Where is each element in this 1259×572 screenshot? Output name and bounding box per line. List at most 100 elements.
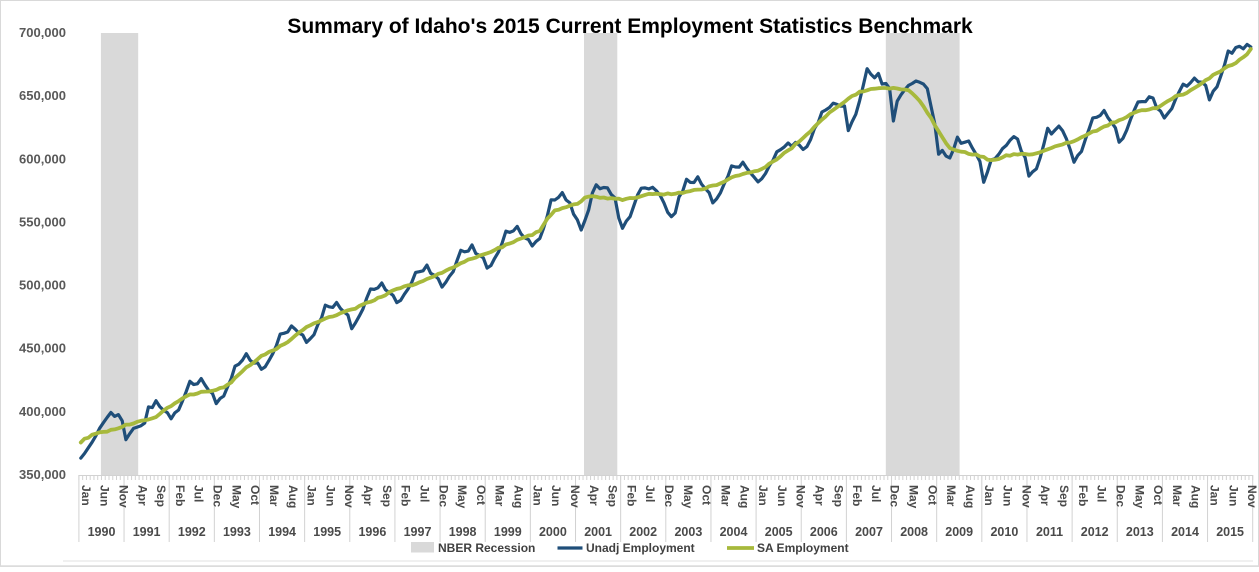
svg-text:Jun: Jun	[775, 485, 789, 506]
svg-text:Mar: Mar	[1170, 485, 1184, 507]
svg-text:2004: 2004	[720, 525, 748, 539]
svg-text:1999: 1999	[494, 525, 522, 539]
svg-text:2010: 2010	[990, 525, 1018, 539]
svg-text:Feb: Feb	[624, 485, 638, 506]
svg-text:Summary of Idaho's 2015 Curren: Summary of Idaho's 2015 Current Employme…	[287, 15, 973, 38]
svg-text:Oct: Oct	[700, 485, 714, 505]
svg-text:Nov: Nov	[568, 485, 582, 508]
svg-text:550,000: 550,000	[19, 214, 66, 229]
svg-text:700,000: 700,000	[19, 25, 66, 40]
svg-text:2012: 2012	[1081, 525, 1109, 539]
svg-text:2013: 2013	[1126, 525, 1154, 539]
svg-text:2007: 2007	[855, 525, 883, 539]
svg-text:Apr: Apr	[587, 485, 601, 506]
svg-text:500,000: 500,000	[19, 278, 66, 293]
svg-text:2000: 2000	[539, 525, 567, 539]
svg-text:1994: 1994	[268, 525, 296, 539]
svg-text:1998: 1998	[449, 525, 477, 539]
svg-text:Apr: Apr	[813, 485, 827, 506]
svg-text:2006: 2006	[810, 525, 838, 539]
svg-text:2011: 2011	[1036, 525, 1063, 539]
svg-text:Oct: Oct	[925, 485, 939, 505]
svg-text:Sep: Sep	[1057, 485, 1071, 507]
svg-text:1997: 1997	[404, 525, 432, 539]
svg-text:1991: 1991	[133, 525, 161, 539]
svg-text:Jul: Jul	[418, 485, 432, 502]
svg-text:Jan: Jan	[530, 485, 544, 506]
svg-text:May: May	[229, 485, 243, 509]
svg-text:Jun: Jun	[1001, 485, 1015, 506]
svg-text:1990: 1990	[88, 525, 116, 539]
svg-text:NBER Recession: NBER Recession	[438, 541, 535, 555]
svg-text:Dec: Dec	[211, 485, 225, 507]
svg-text:Mar: Mar	[267, 485, 281, 507]
svg-text:Feb: Feb	[1076, 485, 1090, 506]
svg-text:Nov: Nov	[117, 485, 131, 508]
svg-text:Apr: Apr	[135, 485, 149, 506]
svg-text:Dec: Dec	[662, 485, 676, 507]
svg-text:Sep: Sep	[606, 485, 620, 507]
svg-text:Aug: Aug	[1189, 485, 1203, 508]
svg-text:May: May	[455, 485, 469, 509]
svg-text:Mar: Mar	[493, 485, 507, 507]
svg-text:Nov: Nov	[794, 485, 808, 508]
svg-text:Jun: Jun	[549, 485, 563, 506]
svg-text:Unadj Employment: Unadj Employment	[586, 541, 695, 555]
svg-text:2008: 2008	[900, 525, 928, 539]
svg-text:Aug: Aug	[963, 485, 977, 508]
svg-text:May: May	[907, 485, 921, 509]
svg-text:2014: 2014	[1171, 525, 1199, 539]
svg-text:Mar: Mar	[719, 485, 733, 507]
svg-text:2005: 2005	[765, 525, 793, 539]
svg-text:Dec: Dec	[436, 485, 450, 507]
svg-text:2003: 2003	[674, 525, 702, 539]
svg-text:Aug: Aug	[512, 485, 526, 508]
svg-text:May: May	[681, 485, 695, 509]
svg-text:Apr: Apr	[1038, 485, 1052, 506]
svg-text:1993: 1993	[223, 525, 251, 539]
svg-text:Oct: Oct	[248, 485, 262, 505]
svg-text:Jan: Jan	[79, 485, 93, 506]
svg-text:Jan: Jan	[1208, 485, 1222, 506]
svg-text:Jun: Jun	[1226, 485, 1240, 506]
svg-text:Dec: Dec	[1114, 485, 1128, 507]
svg-text:Nov: Nov	[342, 485, 356, 508]
svg-text:650,000: 650,000	[19, 88, 66, 103]
svg-text:Jun: Jun	[98, 485, 112, 506]
svg-text:Jul: Jul	[1095, 485, 1109, 502]
svg-text:400,000: 400,000	[19, 404, 66, 419]
svg-text:1992: 1992	[178, 525, 206, 539]
svg-text:2015: 2015	[1216, 525, 1244, 539]
svg-text:Feb: Feb	[399, 485, 413, 506]
svg-text:Feb: Feb	[850, 485, 864, 506]
svg-text:Mar: Mar	[944, 485, 958, 507]
svg-text:SA Employment: SA Employment	[757, 541, 849, 555]
svg-text:Aug: Aug	[737, 485, 751, 508]
svg-text:2001: 2001	[584, 525, 612, 539]
svg-text:Jan: Jan	[982, 485, 996, 506]
svg-text:Nov: Nov	[1245, 485, 1259, 508]
svg-text:600,000: 600,000	[19, 151, 66, 166]
svg-text:Sep: Sep	[380, 485, 394, 507]
svg-text:2002: 2002	[629, 525, 657, 539]
svg-text:2009: 2009	[945, 525, 973, 539]
svg-text:1995: 1995	[313, 525, 341, 539]
svg-text:Dec: Dec	[888, 485, 902, 507]
svg-text:Aug: Aug	[286, 485, 300, 508]
svg-text:Jul: Jul	[869, 485, 883, 502]
svg-text:Feb: Feb	[173, 485, 187, 506]
svg-text:450,000: 450,000	[19, 341, 66, 356]
svg-text:Sep: Sep	[154, 485, 168, 507]
svg-text:Jun: Jun	[323, 485, 337, 506]
svg-text:Jan: Jan	[756, 485, 770, 506]
svg-text:Nov: Nov	[1019, 485, 1033, 508]
svg-text:Oct: Oct	[474, 485, 488, 505]
svg-text:Oct: Oct	[1151, 485, 1165, 505]
svg-text:350,000: 350,000	[19, 467, 66, 482]
svg-text:Jul: Jul	[643, 485, 657, 502]
svg-text:1996: 1996	[358, 525, 386, 539]
svg-text:Apr: Apr	[361, 485, 375, 506]
svg-text:Sep: Sep	[831, 485, 845, 507]
svg-text:May: May	[1132, 485, 1146, 509]
svg-text:Jul: Jul	[192, 485, 206, 502]
